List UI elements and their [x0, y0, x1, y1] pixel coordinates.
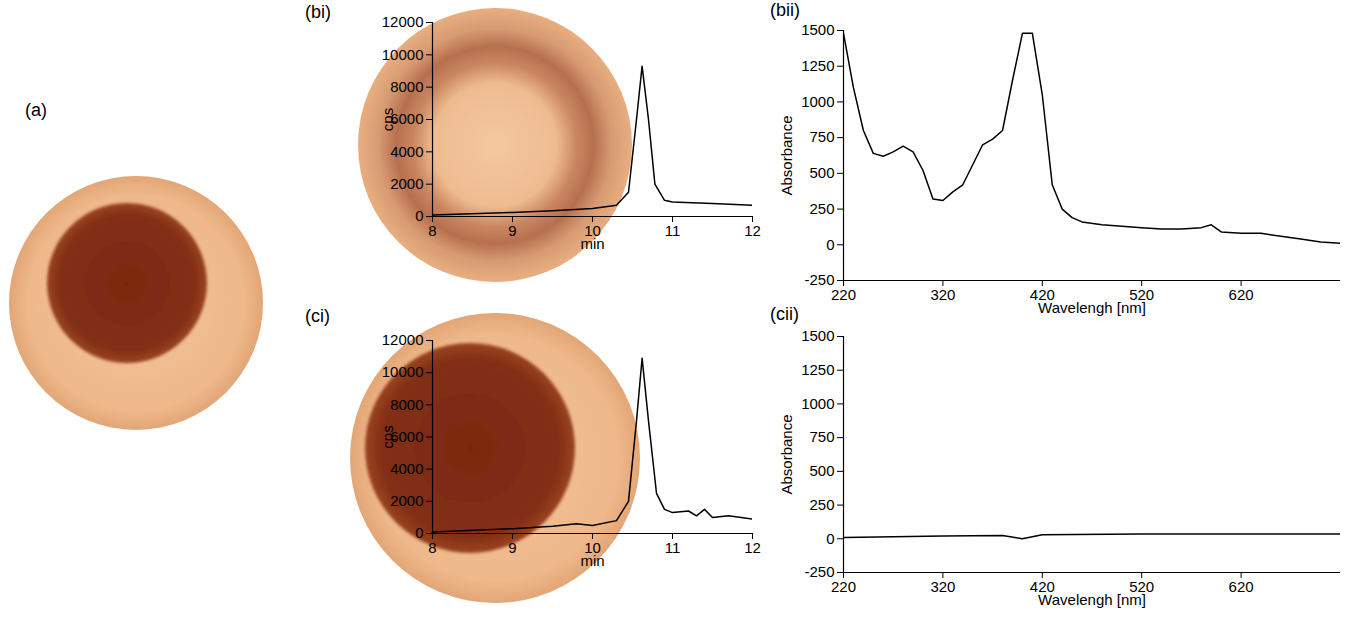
svg-text:12000: 12000	[382, 331, 424, 348]
svg-text:320: 320	[930, 578, 955, 595]
svg-text:1250: 1250	[801, 361, 834, 378]
svg-text:250: 250	[809, 496, 834, 513]
svg-text:Wavelengh [nm]: Wavelengh [nm]	[1038, 591, 1146, 608]
svg-text:10: 10	[584, 222, 601, 240]
svg-text:11: 11	[665, 222, 681, 239]
svg-text:9: 9	[508, 222, 516, 239]
svg-text:12: 12	[744, 539, 761, 556]
svg-text:750: 750	[809, 428, 834, 445]
svg-text:250: 250	[809, 200, 834, 217]
svg-text:min: min	[580, 552, 604, 569]
svg-text:10000: 10000	[382, 363, 424, 380]
svg-text:1250: 1250	[801, 57, 834, 74]
svg-text:420: 420	[1029, 286, 1055, 304]
svg-text:620: 620	[1229, 578, 1254, 595]
svg-text:220: 220	[831, 286, 856, 303]
svg-text:520: 520	[1129, 286, 1155, 304]
svg-text:cps: cps	[379, 108, 396, 131]
svg-text:4000: 4000	[390, 143, 423, 160]
svg-text:Absorbance: Absorbance	[778, 115, 795, 195]
svg-text:220: 220	[831, 578, 856, 595]
svg-text:8: 8	[428, 539, 436, 556]
html-text:(cii): (cii)	[770, 304, 799, 324]
svg-text:8000: 8000	[390, 78, 423, 95]
svg-text:320: 320	[930, 286, 955, 303]
svg-text:6000: 6000	[390, 110, 424, 128]
svg-text:0: 0	[826, 236, 834, 253]
svg-text:0: 0	[415, 524, 423, 541]
svg-text:12: 12	[744, 222, 761, 239]
svg-text:8: 8	[428, 222, 436, 239]
svg-text:6000: 6000	[390, 427, 424, 445]
svg-text:1000: 1000	[801, 395, 834, 412]
svg-text:0: 0	[826, 530, 834, 547]
svg-text:10: 10	[584, 539, 601, 557]
svg-text:1500: 1500	[801, 327, 834, 344]
svg-text:500: 500	[809, 462, 834, 479]
html-text:(bii): (bii)	[770, 0, 800, 20]
svg-text:420: 420	[1029, 578, 1055, 596]
svg-text:9: 9	[508, 539, 516, 556]
html-text:(a): (a)	[25, 100, 47, 120]
svg-text:12000: 12000	[382, 13, 424, 30]
svg-text:-250: -250	[804, 271, 834, 288]
svg-text:620: 620	[1229, 286, 1254, 303]
svg-text:11: 11	[665, 539, 681, 556]
svg-text:Absorbance: Absorbance	[778, 414, 795, 494]
html-text:(bi): (bi)	[305, 2, 331, 22]
svg-text:-250: -250	[804, 563, 834, 580]
svg-text:min: min	[580, 235, 604, 252]
svg-text:750: 750	[809, 128, 834, 145]
svg-text:1000: 1000	[801, 93, 834, 110]
svg-text:10000: 10000	[382, 46, 424, 63]
svg-text:cps: cps	[379, 425, 396, 448]
svg-text:0: 0	[415, 207, 423, 224]
svg-text:2000: 2000	[390, 492, 423, 509]
html-text:(ci): (ci)	[305, 306, 330, 326]
svg-text:2000: 2000	[390, 175, 423, 192]
svg-text:500: 500	[809, 164, 834, 181]
svg-text:Wavelengh [nm]: Wavelengh [nm]	[1038, 299, 1146, 316]
svg-text:8000: 8000	[390, 396, 423, 413]
svg-text:4000: 4000	[390, 460, 423, 477]
svg-text:520: 520	[1129, 578, 1155, 596]
svg-text:1500: 1500	[801, 21, 834, 38]
